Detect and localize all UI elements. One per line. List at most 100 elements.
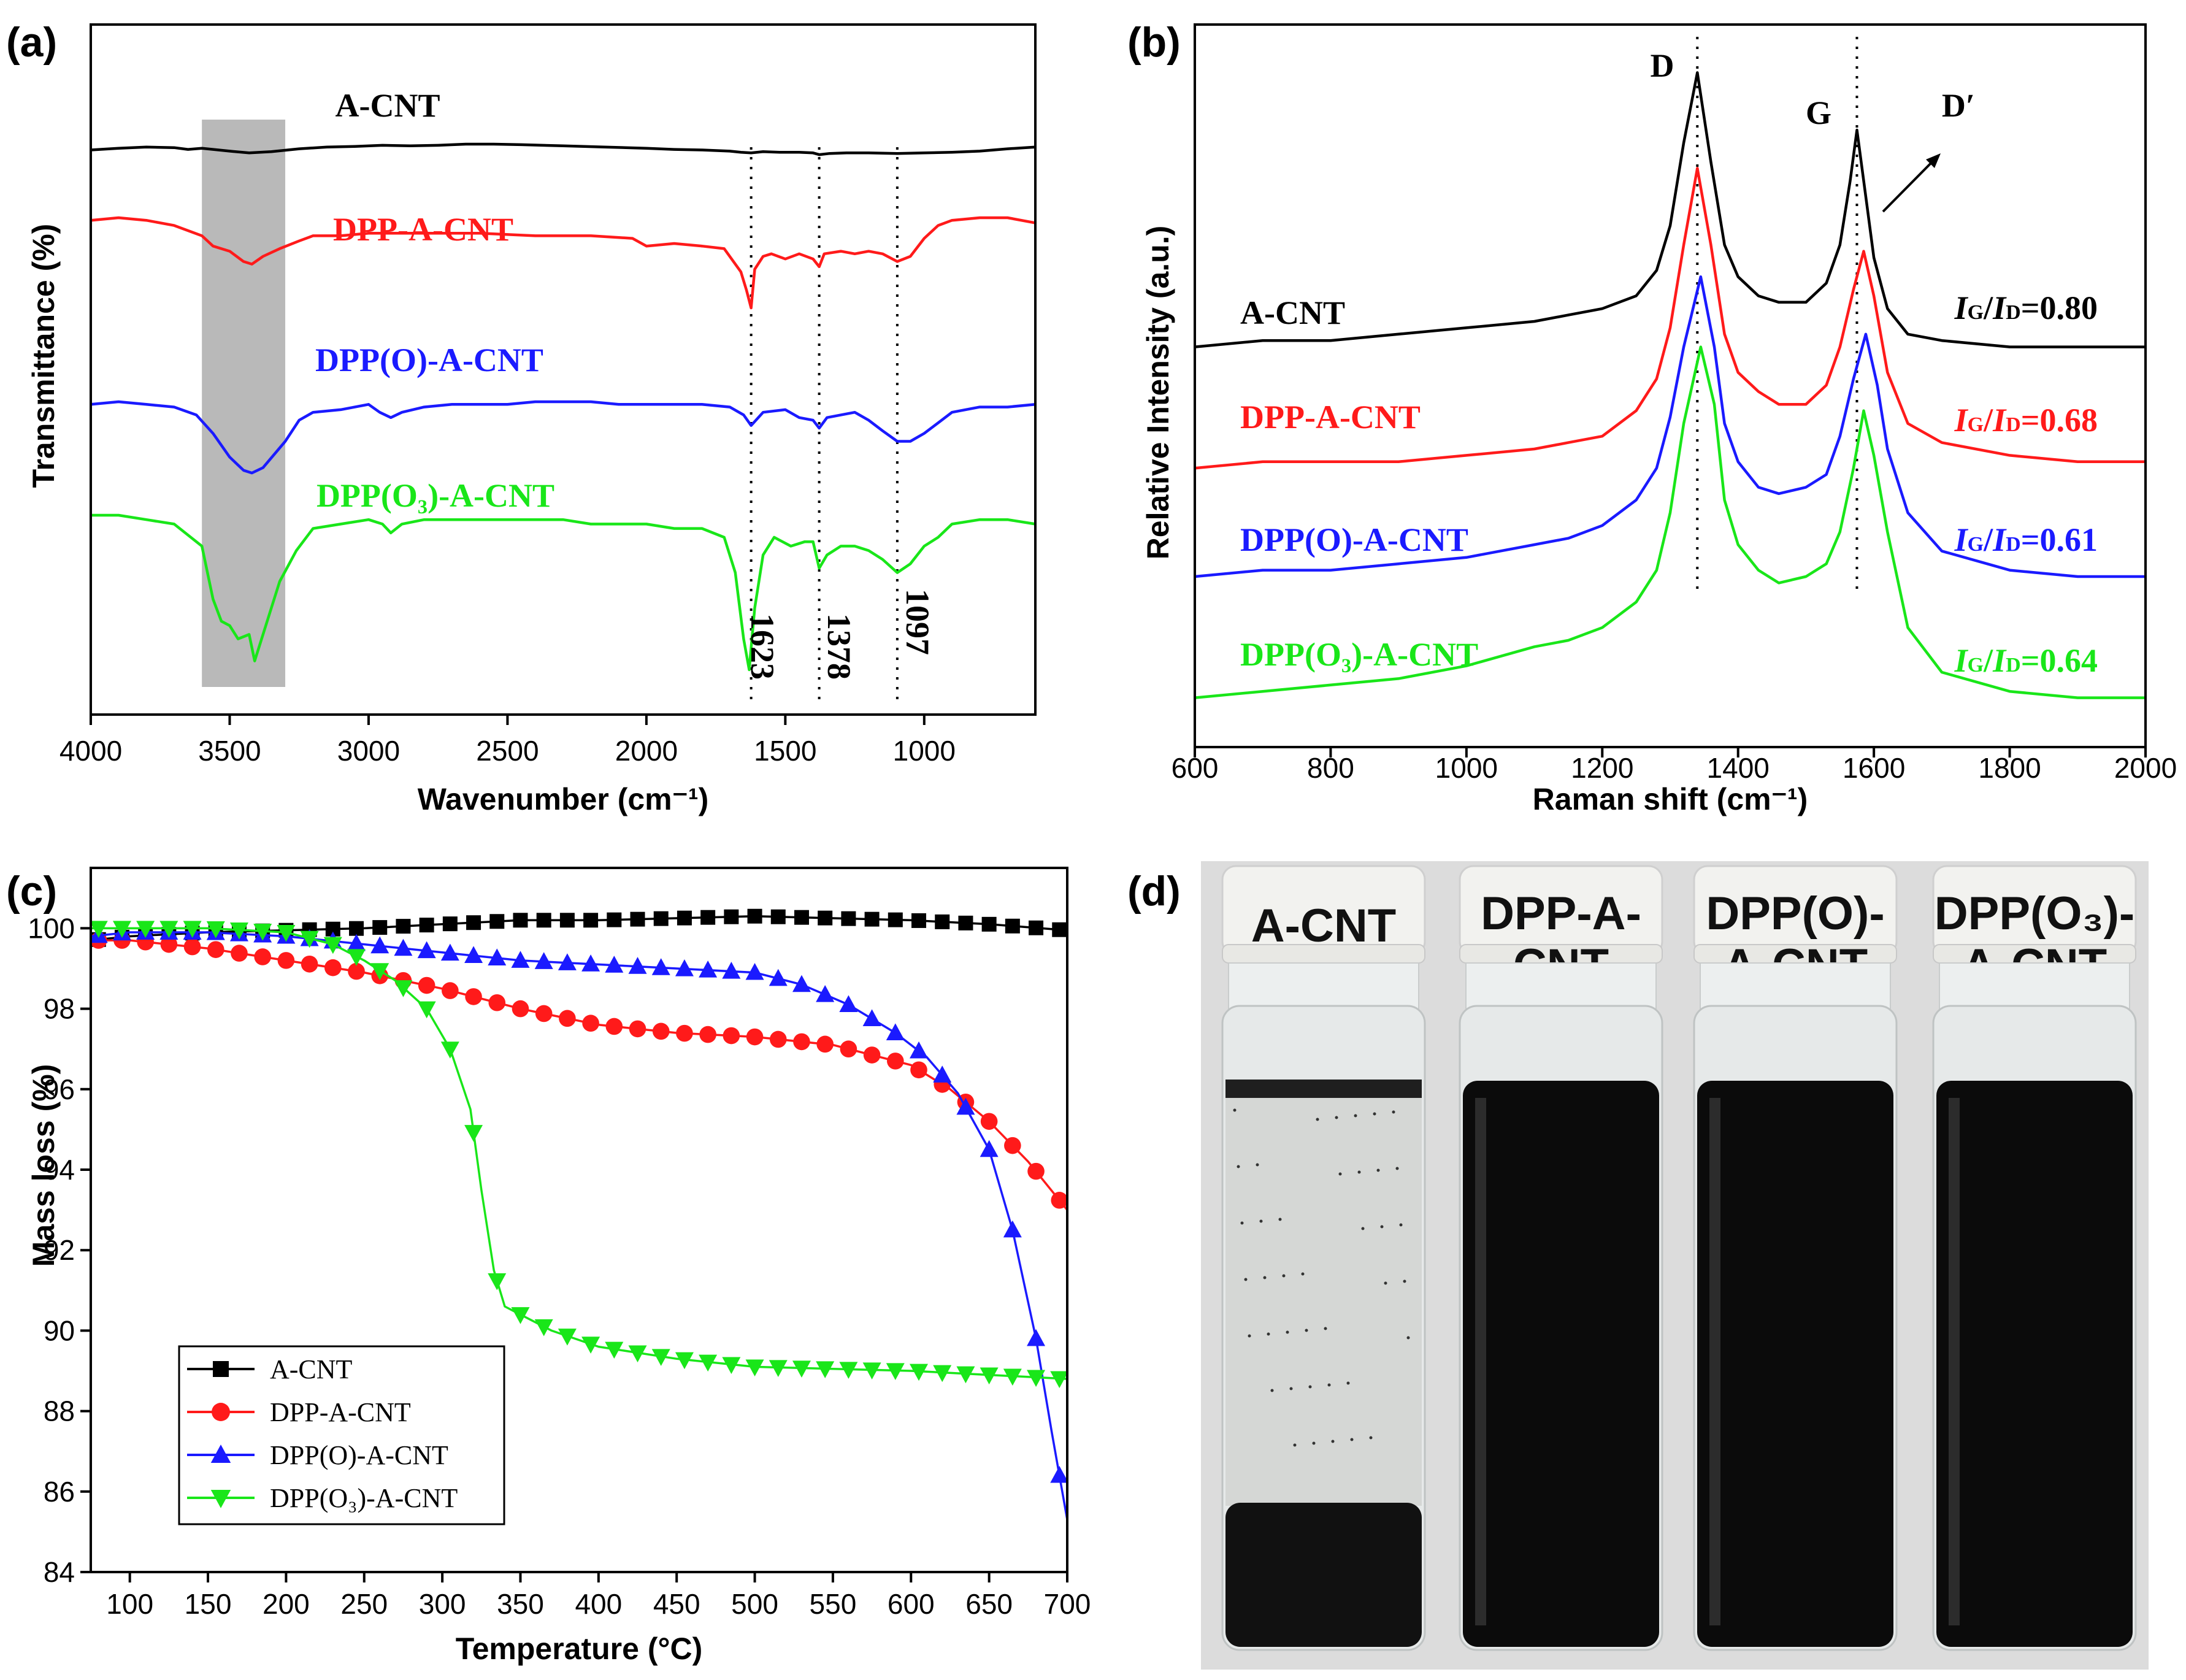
- x-tick-label-200: 200: [263, 1588, 310, 1620]
- panel-d-label: (d): [1127, 868, 1181, 915]
- x-tick-label-100: 100: [106, 1588, 153, 1620]
- data-point-a-cnt: [372, 920, 388, 935]
- data-point-a-cnt: [583, 913, 599, 928]
- data-point-a-cnt: [630, 911, 645, 927]
- particle: [1350, 1438, 1354, 1441]
- y-tick-label-92: 92: [44, 1234, 75, 1266]
- x-tick-label-1400: 1400: [1707, 752, 1770, 784]
- data-point-dpp-o-a-cnt: [581, 954, 600, 972]
- data-point-dpp-o3-a-cnt: [628, 1345, 647, 1363]
- data-point-dpp-a-cnt: [348, 962, 365, 980]
- panel-c-label: (c): [6, 868, 57, 915]
- ratio-label-dpp-a-cnt: IG/ID=0.68: [1954, 402, 2098, 439]
- panel-b-ratio-labels: IG/ID=0.80 IG/ID=0.68 IG/ID=0.61 IG/ID=0.64: [1954, 290, 2098, 679]
- vial-sediment: [1225, 1503, 1422, 1647]
- data-point-dpp-o-a-cnt: [464, 946, 483, 964]
- vial-neck: [1939, 962, 2130, 1010]
- x-tick-label-1200: 1200: [1571, 752, 1633, 784]
- peak-label-1097: 1097: [899, 589, 936, 655]
- vial-dpp-o3-a-cnt: DPP(O₃)-A-CNT: [1932, 865, 2137, 1651]
- x-tick-label-2000: 2000: [615, 735, 678, 767]
- panel-a-label-dppo: DPP(O)-A-CNT: [315, 342, 543, 378]
- x-tick-label-1800: 1800: [1978, 752, 2041, 784]
- y-tick-label-98: 98: [44, 993, 75, 1025]
- particle: [1335, 1116, 1338, 1119]
- peak-label-g: G: [1806, 94, 1831, 131]
- data-point-dpp-a-cnt: [254, 948, 271, 965]
- particle: [1406, 1336, 1410, 1340]
- data-point-dpp-o3-a-cnt: [300, 930, 319, 948]
- data-point-dpp-a-cnt: [1027, 1162, 1045, 1180]
- peak-label-1378: 1378: [821, 613, 857, 680]
- data-point-dpp-o3-a-cnt: [933, 1365, 952, 1383]
- panel-b-series: [1194, 71, 2146, 699]
- data-point-dpp-o-a-cnt: [956, 1097, 975, 1115]
- vial-dark-dispersion: [1463, 1081, 1659, 1647]
- d-prime-arrow-head: [1926, 153, 1941, 168]
- data-point-dpp-o3-a-cnt: [839, 1362, 858, 1379]
- particle: [1403, 1279, 1406, 1283]
- panel-a-shaded-band: [202, 120, 286, 687]
- data-point-dpp-o-a-cnt: [1050, 1465, 1069, 1483]
- legend-marker-dpp-a-cnt: [212, 1403, 230, 1421]
- ratio-label-dpp-o-a-cnt: IG/ID=0.61: [1954, 521, 2098, 558]
- data-point-dpp-o3-a-cnt: [417, 1001, 436, 1019]
- data-point-a-cnt: [818, 910, 833, 926]
- particle: [1244, 1278, 1248, 1281]
- particle: [1354, 1114, 1357, 1118]
- data-point-dpp-o3-a-cnt: [862, 1362, 881, 1379]
- data-point-dpp-a-cnt: [465, 988, 482, 1005]
- panel-a-x-ticks: 4000 3500 3000 2500 2000 1500 1000: [59, 715, 956, 767]
- vial-neck: [1700, 962, 1891, 1010]
- series-line-dpp-o3-a-cnt: [1194, 345, 2146, 699]
- particle: [1301, 1272, 1305, 1276]
- y-tick-label-88: 88: [44, 1395, 75, 1427]
- particle: [1270, 1389, 1274, 1392]
- vial-dpp-a-cnt: DPP-A-CNT: [1459, 865, 1663, 1651]
- vial-cap-label: DPP(O₃)-: [1935, 888, 2134, 940]
- data-point-dpp-o3-a-cnt: [581, 1337, 600, 1354]
- data-point-a-cnt: [864, 911, 880, 927]
- series-line-a-cnt: [90, 142, 1036, 156]
- x-tick-label-150: 150: [185, 1588, 232, 1620]
- x-tick-label-1500: 1500: [754, 735, 816, 767]
- data-point-a-cnt: [935, 914, 950, 929]
- legend-box: [178, 1345, 505, 1525]
- vial-dark-dispersion: [1936, 1081, 2133, 1647]
- data-point-dpp-o-a-cnt: [417, 941, 436, 959]
- particle: [1267, 1332, 1270, 1336]
- data-point-dpp-a-cnt: [418, 976, 435, 994]
- data-point-dpp-o-a-cnt: [347, 934, 366, 951]
- data-point-dpp-o3-a-cnt: [89, 921, 108, 938]
- legend-label-dpp-o-a-cnt: DPP(O)-A-CNT: [270, 1440, 448, 1470]
- data-point-dpp-o3-a-cnt: [699, 1354, 718, 1372]
- particle: [1361, 1227, 1365, 1230]
- x-tick-label-450: 450: [653, 1588, 700, 1620]
- x-tick-label-3000: 3000: [337, 735, 400, 767]
- vial-reflection: [1949, 1098, 1960, 1625]
- data-point-dpp-a-cnt: [769, 1030, 787, 1048]
- data-point-dpp-o3-a-cnt: [511, 1307, 530, 1324]
- data-point-dpp-o-a-cnt: [699, 961, 718, 978]
- data-point-dpp-a-cnt: [535, 1005, 553, 1022]
- data-point-dpp-a-cnt: [582, 1015, 599, 1032]
- data-point-dpp-o3-a-cnt: [229, 922, 248, 940]
- data-point-dpp-o3-a-cnt: [464, 1125, 483, 1142]
- data-point-dpp-o-a-cnt: [675, 959, 694, 976]
- vial-dark-dispersion: [1697, 1081, 1893, 1647]
- panel-b-label: (b): [1127, 19, 1181, 66]
- panel-d: (d) A-CNTDPP-A-CNTDPP(O)-A-CNTDPP(O₃)-A-…: [1127, 861, 2149, 1670]
- data-point-dpp-o3-a-cnt: [347, 949, 366, 966]
- data-point-dpp-a-cnt: [488, 994, 506, 1011]
- y-tick-label-100: 100: [28, 912, 75, 944]
- data-point-a-cnt: [724, 909, 739, 924]
- particle: [1346, 1381, 1350, 1385]
- data-point-dpp-o3-a-cnt: [675, 1352, 694, 1370]
- data-point-a-cnt: [1005, 918, 1020, 934]
- panel-c-xlabel: Temperature (°C): [456, 1632, 702, 1666]
- vial-a-cnt: A-CNT: [1221, 865, 1426, 1651]
- vial-cap-label: DPP(O)-: [1706, 888, 1884, 940]
- panel-b-label-dppo3: DPP(O₃)-A-CNT: [1240, 636, 1478, 673]
- vial-reflection: [1475, 1098, 1486, 1625]
